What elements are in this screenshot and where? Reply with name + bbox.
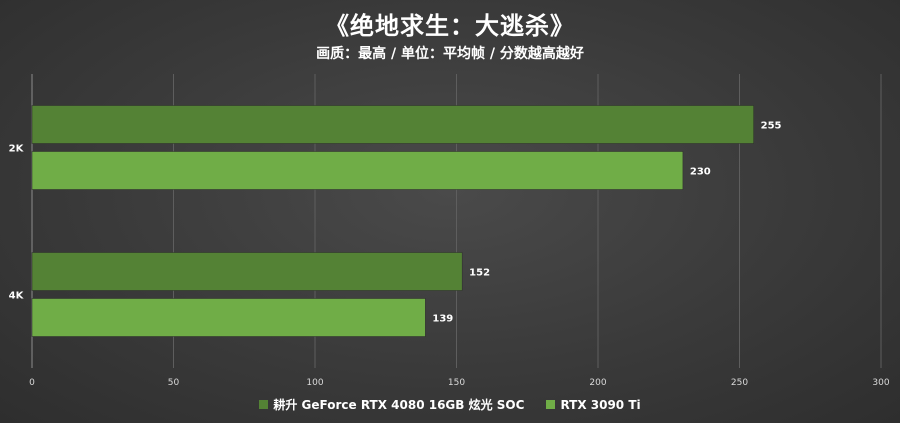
legend-label-series-2: RTX 3090 Ti: [560, 397, 641, 412]
x-tick-label: 250: [731, 378, 748, 388]
x-tick-label: 50: [168, 378, 180, 388]
bar-2K-series-1: [31, 105, 754, 144]
legend-swatch-series-2: [546, 400, 556, 409]
chart-title: 《绝地求生：大逃杀》: [325, 11, 575, 40]
x-tick-label: 150: [448, 378, 465, 388]
bar-4K-series-2: [31, 298, 426, 337]
data-label: 255: [761, 121, 782, 132]
y-category-label: 4K: [9, 291, 25, 302]
data-label: 230: [690, 167, 711, 178]
data-label: 152: [469, 268, 490, 279]
legend-label-series-1: 耕升 GeForce RTX 4080 16GB 炫光 SOC: [273, 398, 525, 412]
chart-subtitle: 画质：最高 / 单位：平均帧 / 分数越高越好: [316, 46, 584, 62]
x-tick-label: 300: [872, 378, 889, 388]
data-label: 139: [432, 314, 453, 325]
x-tick-label: 0: [29, 378, 35, 388]
y-category-label: 2K: [9, 144, 25, 155]
x-tick-label: 100: [306, 378, 323, 388]
bar-2K-series-2: [31, 151, 684, 190]
legend-swatch-series-1: [259, 400, 269, 409]
x-tick-label: 200: [589, 378, 606, 388]
legend-item-series-2: RTX 3090 Ti: [546, 396, 641, 413]
legend-item-series-1: 耕升 GeForce RTX 4080 16GB 炫光 SOC: [259, 396, 524, 413]
legend: 耕升 GeForce RTX 4080 16GB 炫光 SOC RTX 3090…: [0, 396, 900, 413]
bar-4K-series-1: [31, 252, 463, 291]
